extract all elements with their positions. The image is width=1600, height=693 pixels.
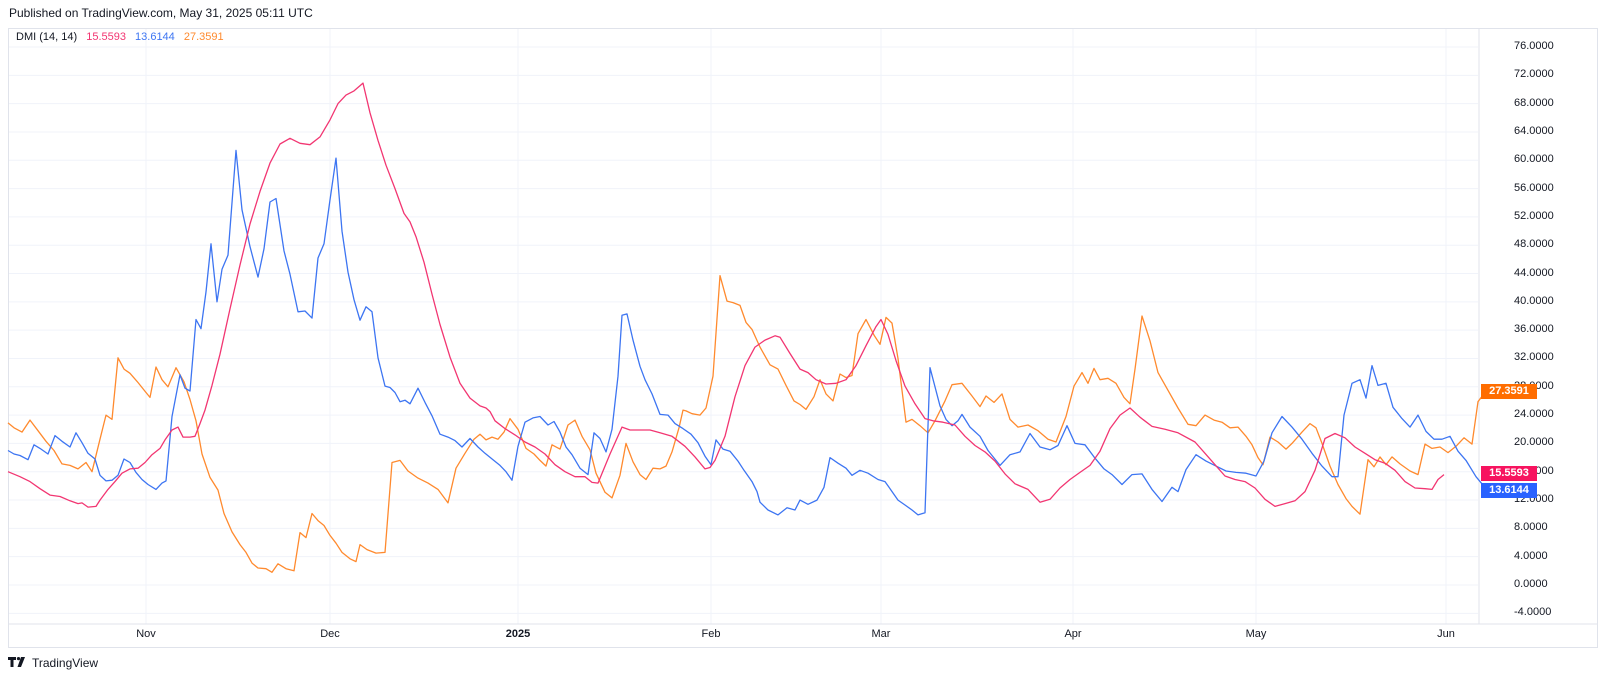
price-tick-label: 48.0000 — [1514, 238, 1554, 251]
price-tick-label: 56.0000 — [1514, 181, 1554, 194]
price-tick-label: 32.0000 — [1514, 351, 1554, 364]
price-tick-label: 64.0000 — [1514, 124, 1554, 137]
price-tick-label: 40.0000 — [1514, 294, 1554, 307]
minus-di-value: 13.6144 — [135, 31, 175, 43]
time-tick-label: May — [1245, 628, 1267, 640]
adx-line — [7, 274, 1487, 573]
price-tick-label: 72.0000 — [1514, 68, 1554, 81]
plus-di-value: 15.5593 — [86, 31, 126, 43]
di-line — [7, 82, 1445, 508]
tradingview-logo[interactable]: TradingView — [8, 656, 98, 670]
tradingview-brand: TradingView — [32, 656, 99, 670]
plus-di-badge: 15.5593 — [1481, 465, 1537, 481]
time-tick-label: Apr — [1064, 628, 1082, 640]
adx-value: 27.3591 — [183, 31, 224, 43]
tradingview-logo-icon — [8, 656, 28, 670]
grid-lines — [8, 29, 1597, 625]
price-tick-label: 76.0000 — [1514, 40, 1554, 52]
price-tick-label: 60.0000 — [1514, 153, 1554, 166]
price-tick-label: 0.0000 — [1514, 578, 1548, 590]
price-tick-label: 44.0000 — [1514, 266, 1554, 279]
time-tick-label: Feb — [701, 628, 721, 640]
price-tick-label: 24.0000 — [1514, 408, 1554, 421]
minus-di-badge: 13.6144 — [1481, 483, 1537, 499]
chart-pane[interactable] — [8, 28, 1598, 648]
time-tick-label: Mar — [871, 628, 891, 640]
price-tick-label: 36.0000 — [1514, 323, 1554, 336]
di-line — [7, 149, 1487, 516]
price-tick-label: 68.0000 — [1514, 96, 1554, 109]
price-tick-label: 4.0000 — [1514, 549, 1548, 562]
indicator-name: DMI (14, 14) — [16, 31, 78, 43]
time-tick-label: 2025 — [505, 628, 531, 640]
published-header: Published on TradingView.com, May 31, 20… — [9, 6, 313, 20]
price-tick-label: -4.0000 — [1514, 606, 1552, 619]
price-tick-label: 8.0000 — [1514, 521, 1548, 534]
indicator-legend[interactable]: DMI (14, 14) 15.5593 13.6144 27.3591 — [16, 31, 230, 43]
time-tick-label: Dec — [320, 628, 340, 640]
price-tick-label: 52.0000 — [1514, 209, 1554, 222]
price-tick-label: 20.0000 — [1514, 436, 1554, 449]
time-tick-label: Nov — [136, 628, 156, 640]
adx-badge: 27.3591 — [1481, 383, 1537, 399]
time-tick-label: Jun — [1437, 628, 1455, 640]
series-lines — [7, 82, 1487, 573]
